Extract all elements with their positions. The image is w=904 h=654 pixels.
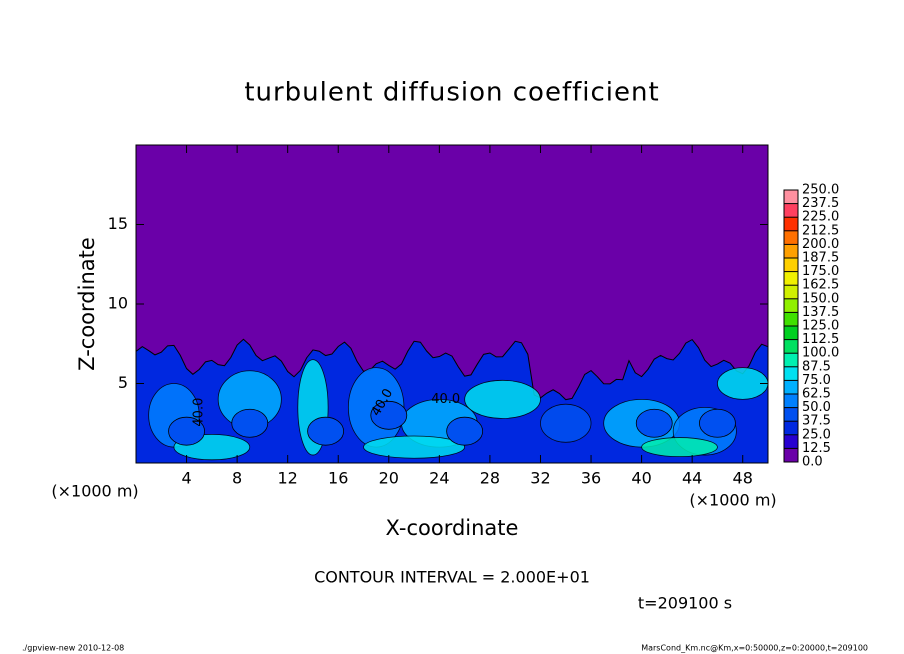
colorbar-label: 175.0: [802, 264, 839, 279]
colorbar-label: 12.5: [802, 441, 831, 456]
colorbar-label: 200.0: [802, 237, 839, 252]
colorbar-label: 162.5: [802, 278, 839, 293]
colorbar-label: 50.0: [802, 400, 831, 415]
colorbar-label: 125.0: [802, 319, 839, 334]
colorbar-band: [784, 203, 798, 218]
contour-label: 40.0: [431, 392, 460, 407]
x-unit: (×1000 m): [689, 491, 776, 510]
y-tick-label: 10: [108, 294, 128, 313]
colorbar-band: [784, 244, 798, 258]
colorbar-band: [784, 421, 798, 435]
x-tick-label: 20: [379, 469, 399, 488]
y-axis-label: Z-coordinate: [75, 237, 99, 371]
colorbar-band: [784, 434, 798, 449]
colorbar-band: [784, 353, 798, 367]
contour-label: 40.0: [192, 398, 207, 427]
colorbar-band: [784, 217, 798, 231]
colorbar-label: 212.5: [802, 223, 839, 238]
colorbar-band: [784, 190, 798, 204]
x-tick-label: 16: [328, 469, 348, 488]
field-core: [446, 416, 484, 446]
field-core: [699, 408, 736, 438]
colorbar-label: 250.0: [802, 183, 839, 198]
colorbar-band: [784, 448, 798, 462]
colorbar-label: 0.0: [802, 455, 823, 470]
colorbar-band: [784, 312, 798, 326]
y-tick-label: 15: [108, 214, 128, 233]
footer-left: ./gpview-new 2010-12-08: [22, 644, 124, 653]
x-tick-label: 40: [631, 469, 651, 488]
x-tick-label: 8: [232, 469, 242, 488]
x-tick-label: 28: [480, 469, 500, 488]
colorbar-band: [784, 230, 798, 245]
field-core: [307, 416, 345, 446]
colorbar-label: 237.5: [802, 196, 839, 211]
colorbar-band: [784, 285, 798, 299]
x-tick-label: 44: [682, 469, 702, 488]
field-core: [231, 408, 269, 438]
colorbar-label: 225.0: [802, 210, 839, 225]
colorbar-band: [784, 380, 798, 394]
colorbar-band: [784, 407, 798, 422]
colorbar-label: 150.0: [802, 291, 839, 306]
colorbar-label: 187.5: [802, 251, 839, 266]
x-tick-label: 48: [733, 469, 753, 488]
x-axis-label: X-coordinate: [386, 516, 519, 540]
field-core: [168, 416, 205, 446]
annotation: CONTOUR INTERVAL = 2.000E+01: [314, 568, 590, 587]
x-tick-label: 36: [581, 469, 601, 488]
x-tick-label: 24: [429, 469, 449, 488]
x-tick-label: 4: [181, 469, 191, 488]
field-blob: [540, 403, 592, 443]
colorbar-band: [784, 366, 798, 381]
colorbar-label: 25.0: [802, 427, 831, 442]
colorbar-label: 75.0: [802, 373, 831, 388]
colorbar-band: [784, 258, 798, 272]
colorbar-band: [784, 271, 798, 286]
colorbar-label: 112.5: [802, 332, 839, 347]
field-blob: [641, 437, 718, 458]
y-unit: (×1000 m): [51, 482, 138, 501]
colorbar-band: [784, 394, 798, 408]
colorbar-label: 87.5: [802, 359, 831, 374]
field-blob: [363, 435, 466, 459]
time-label: t=209100 s: [638, 594, 732, 613]
field-blob: [464, 379, 541, 419]
field-core: [370, 400, 408, 430]
colorbar-label: 137.5: [802, 305, 839, 320]
colorbar-band: [784, 298, 798, 313]
chart-title: turbulent diffusion coefficient: [244, 78, 659, 108]
colorbar-label: 62.5: [802, 387, 831, 402]
colorbar-label: 37.5: [802, 414, 831, 429]
colorbar-band: [784, 326, 798, 340]
x-tick-label: 32: [530, 469, 550, 488]
footer-right: MarsCond_Km.nc@Km,x=0:50000,z=0:20000,t=…: [641, 644, 868, 653]
field-core: [635, 408, 673, 438]
colorbar-band: [784, 339, 798, 354]
y-tick-label: 5: [118, 373, 128, 392]
x-tick-label: 12: [278, 469, 298, 488]
colorbar-label: 100.0: [802, 346, 839, 361]
